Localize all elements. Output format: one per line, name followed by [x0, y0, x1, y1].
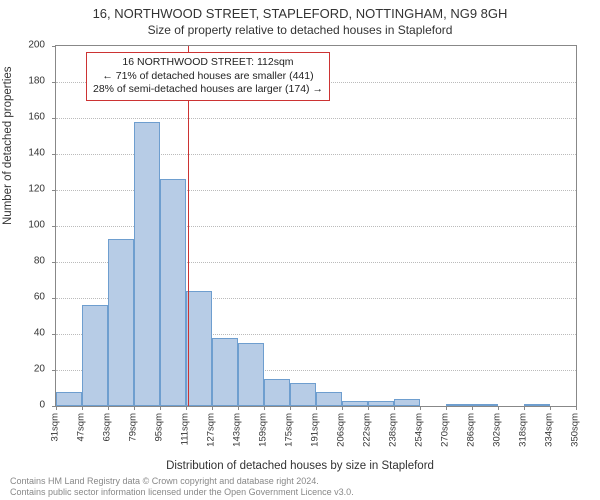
- xtick-label: 127sqm: [206, 413, 217, 447]
- xtick-mark: [576, 406, 577, 410]
- gridline: [56, 118, 576, 119]
- ytick-label: 200: [20, 40, 45, 51]
- chart-container: 16, NORTHWOOD STREET, STAPLEFORD, NOTTIN…: [0, 0, 600, 500]
- ytick-label: 40: [20, 328, 45, 339]
- xtick-label: 111sqm: [180, 413, 191, 445]
- histogram-bar: [134, 122, 160, 406]
- xtick-label: 191sqm: [310, 413, 321, 447]
- plot-area: 16 NORTHWOOD STREET: 112sqm ← 71% of det…: [55, 45, 577, 407]
- footer-line: Contains public sector information licen…: [10, 487, 354, 498]
- histogram-bar: [238, 343, 264, 406]
- xtick-label: 254sqm: [414, 413, 425, 447]
- annotation-box: 16 NORTHWOOD STREET: 112sqm ← 71% of det…: [86, 52, 330, 101]
- histogram-bar: [212, 338, 238, 406]
- title-main: 16, NORTHWOOD STREET, STAPLEFORD, NOTTIN…: [0, 0, 600, 21]
- ytick-mark: [52, 190, 56, 191]
- ytick-mark: [52, 154, 56, 155]
- xtick-mark: [524, 406, 525, 410]
- xtick-mark: [212, 406, 213, 410]
- xtick-mark: [342, 406, 343, 410]
- footer: Contains HM Land Registry data © Crown c…: [10, 476, 354, 498]
- histogram-bar: [186, 291, 212, 406]
- x-axis-label: Distribution of detached houses by size …: [0, 460, 600, 472]
- ytick-label: 180: [20, 76, 45, 87]
- xtick-mark: [420, 406, 421, 410]
- xtick-mark: [316, 406, 317, 410]
- histogram-bar: [524, 404, 550, 406]
- xtick-label: 79sqm: [128, 413, 139, 442]
- annotation-line: 28% of semi-detached houses are larger (…: [93, 83, 323, 97]
- xtick-mark: [446, 406, 447, 410]
- xtick-label: 286sqm: [466, 413, 477, 447]
- xtick-label: 206sqm: [336, 413, 347, 447]
- xtick-label: 318sqm: [518, 413, 529, 447]
- xtick-mark: [56, 406, 57, 410]
- ytick-mark: [52, 334, 56, 335]
- xtick-mark: [238, 406, 239, 410]
- xtick-label: 175sqm: [284, 413, 295, 447]
- ytick-mark: [52, 46, 56, 47]
- xtick-label: 270sqm: [440, 413, 451, 447]
- xtick-label: 143sqm: [232, 413, 243, 447]
- annotation-line: 16 NORTHWOOD STREET: 112sqm: [93, 56, 323, 70]
- histogram-bar: [368, 401, 394, 406]
- xtick-label: 31sqm: [50, 413, 61, 442]
- ytick-mark: [52, 262, 56, 263]
- ytick-label: 60: [20, 292, 45, 303]
- histogram-bar: [472, 404, 498, 406]
- xtick-label: 63sqm: [102, 413, 113, 442]
- histogram-bar: [108, 239, 134, 406]
- xtick-label: 238sqm: [388, 413, 399, 447]
- xtick-label: 350sqm: [570, 413, 581, 447]
- title-sub: Size of property relative to detached ho…: [0, 21, 600, 37]
- ytick-label: 160: [20, 112, 45, 123]
- xtick-mark: [394, 406, 395, 410]
- xtick-mark: [264, 406, 265, 410]
- xtick-mark: [498, 406, 499, 410]
- histogram-bar: [82, 305, 108, 406]
- histogram-bar: [160, 179, 186, 406]
- annotation-line: ← 71% of detached houses are smaller (44…: [93, 70, 323, 84]
- ytick-mark: [52, 82, 56, 83]
- xtick-mark: [472, 406, 473, 410]
- ytick-mark: [52, 226, 56, 227]
- histogram-bar: [56, 392, 82, 406]
- xtick-label: 47sqm: [76, 413, 87, 442]
- histogram-bar: [290, 383, 316, 406]
- ytick-label: 0: [20, 400, 45, 411]
- xtick-mark: [108, 406, 109, 410]
- ytick-mark: [52, 298, 56, 299]
- histogram-bar: [446, 404, 472, 406]
- ytick-label: 100: [20, 220, 45, 231]
- footer-line: Contains HM Land Registry data © Crown c…: [10, 476, 354, 487]
- ytick-mark: [52, 370, 56, 371]
- histogram-bar: [394, 399, 420, 406]
- y-axis-label: Number of detached properties: [2, 66, 14, 225]
- xtick-label: 222sqm: [362, 413, 373, 447]
- xtick-mark: [160, 406, 161, 410]
- xtick-label: 95sqm: [154, 413, 165, 442]
- xtick-mark: [82, 406, 83, 410]
- xtick-mark: [134, 406, 135, 410]
- xtick-mark: [186, 406, 187, 410]
- ytick-mark: [52, 118, 56, 119]
- xtick-label: 302sqm: [492, 413, 503, 447]
- xtick-mark: [368, 406, 369, 410]
- xtick-mark: [290, 406, 291, 410]
- ytick-label: 80: [20, 256, 45, 267]
- xtick-label: 334sqm: [544, 413, 555, 447]
- xtick-mark: [550, 406, 551, 410]
- histogram-bar: [342, 401, 368, 406]
- histogram-bar: [264, 379, 290, 406]
- xtick-label: 159sqm: [258, 413, 269, 447]
- ytick-label: 140: [20, 148, 45, 159]
- histogram-bar: [316, 392, 342, 406]
- ytick-label: 120: [20, 184, 45, 195]
- ytick-label: 20: [20, 364, 45, 375]
